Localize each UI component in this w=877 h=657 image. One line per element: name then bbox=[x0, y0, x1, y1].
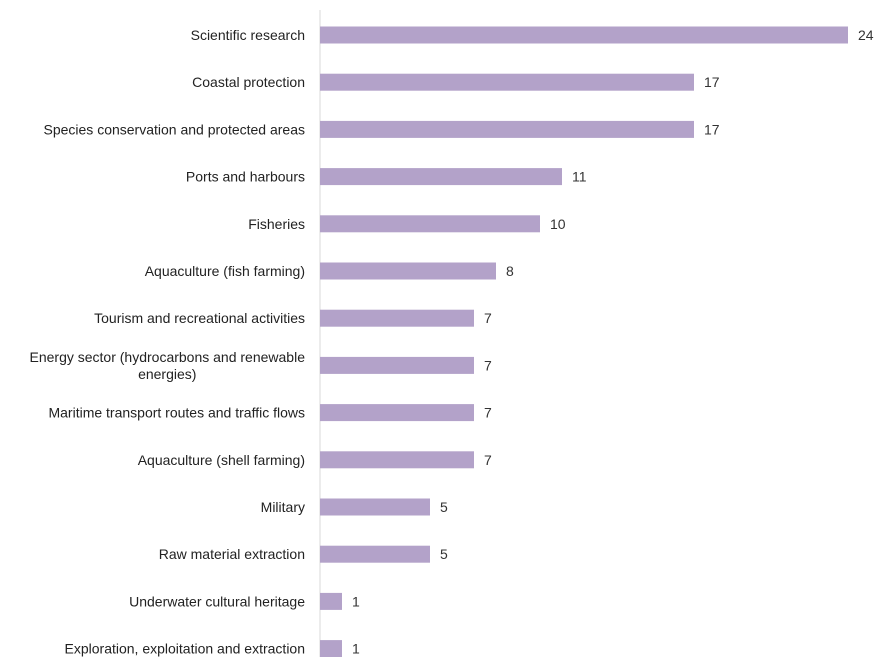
bar-tourism-and-recreational-activities bbox=[320, 309, 474, 327]
category-label-energy-sector-hydrocarbons-and-renewable-energies: Energy sector (hydrocarbons and renewabl… bbox=[30, 349, 306, 382]
value-label-species-conservation-and-protected-areas: 17 bbox=[704, 121, 720, 137]
category-label-line: Raw material extraction bbox=[159, 546, 305, 562]
value-label-tourism-and-recreational-activities: 7 bbox=[484, 310, 492, 326]
category-label-species-conservation-and-protected-areas: Species conservation and protected areas bbox=[44, 121, 306, 137]
value-label-aquaculture-fish-farming: 8 bbox=[506, 263, 514, 279]
category-label-line: Aquaculture (fish farming) bbox=[145, 263, 305, 279]
value-label-ports-and-harbours: 11 bbox=[572, 169, 587, 185]
bar-aquaculture-shell-farming bbox=[320, 451, 474, 469]
category-label-line: Underwater cultural heritage bbox=[129, 593, 305, 609]
bar-species-conservation-and-protected-areas bbox=[320, 120, 694, 138]
value-label-aquaculture-shell-farming: 7 bbox=[484, 452, 492, 468]
value-label-exploration-exploitation-and-extraction: 1 bbox=[352, 641, 360, 657]
category-label-line: Coastal protection bbox=[192, 74, 305, 90]
category-label-exploration-exploitation-and-extraction: Exploration, exploitation and extraction bbox=[65, 641, 305, 657]
category-label-underwater-cultural-heritage: Underwater cultural heritage bbox=[129, 593, 305, 609]
category-label-line: Fisheries bbox=[248, 216, 305, 232]
value-label-underwater-cultural-heritage: 1 bbox=[352, 593, 360, 609]
bar-energy-sector-hydrocarbons-and-renewable-energies bbox=[320, 356, 474, 374]
value-label-coastal-protection: 17 bbox=[704, 74, 720, 90]
category-label-line: Energy sector (hydrocarbons and renewabl… bbox=[30, 349, 306, 365]
category-label-coastal-protection: Coastal protection bbox=[192, 74, 305, 90]
category-label-raw-material-extraction: Raw material extraction bbox=[159, 546, 305, 562]
bar-underwater-cultural-heritage bbox=[320, 592, 342, 610]
bars-group bbox=[320, 26, 848, 657]
category-label-line: Maritime transport routes and traffic fl… bbox=[48, 405, 305, 421]
category-label-fisheries: Fisheries bbox=[248, 216, 305, 232]
category-label-line: energies) bbox=[138, 366, 196, 382]
bar-military bbox=[320, 498, 430, 516]
bar-scientific-research bbox=[320, 26, 848, 44]
category-label-line: Scientific research bbox=[191, 27, 305, 43]
category-label-line: Ports and harbours bbox=[186, 169, 305, 185]
bar-maritime-transport-routes-and-traffic-flows bbox=[320, 404, 474, 422]
value-label-scientific-research: 24 bbox=[858, 27, 874, 43]
category-label-line: Aquaculture (shell farming) bbox=[138, 452, 305, 468]
category-label-line: Species conservation and protected areas bbox=[44, 121, 306, 137]
value-label-raw-material-extraction: 5 bbox=[440, 546, 448, 562]
category-label-tourism-and-recreational-activities: Tourism and recreational activities bbox=[94, 310, 305, 326]
value-label-fisheries: 10 bbox=[550, 216, 566, 232]
category-labels-group: Scientific research Coastal protection Spe… bbox=[30, 27, 306, 657]
category-label-maritime-transport-routes-and-traffic-flows: Maritime transport routes and traffic fl… bbox=[48, 405, 305, 421]
category-label-line: Military bbox=[261, 499, 305, 515]
bar-raw-material-extraction bbox=[320, 545, 430, 563]
bar-fisheries bbox=[320, 215, 540, 233]
category-label-line: Exploration, exploitation and extraction bbox=[65, 641, 305, 657]
bar-exploration-exploitation-and-extraction bbox=[320, 640, 342, 657]
value-label-maritime-transport-routes-and-traffic-flows: 7 bbox=[484, 405, 492, 421]
category-label-military: Military bbox=[261, 499, 305, 515]
category-label-aquaculture-shell-farming: Aquaculture (shell farming) bbox=[138, 452, 305, 468]
value-label-military: 5 bbox=[440, 499, 448, 515]
bar-coastal-protection bbox=[320, 73, 694, 91]
bar-ports-and-harbours bbox=[320, 168, 562, 186]
category-label-aquaculture-fish-farming: Aquaculture (fish farming) bbox=[145, 263, 305, 279]
bar-aquaculture-fish-farming bbox=[320, 262, 496, 280]
value-label-energy-sector-hydrocarbons-and-renewable-energies: 7 bbox=[484, 357, 492, 373]
category-label-ports-and-harbours: Ports and harbours bbox=[186, 169, 305, 185]
category-label-line: Tourism and recreational activities bbox=[94, 310, 305, 326]
category-label-scientific-research: Scientific research bbox=[191, 27, 305, 43]
